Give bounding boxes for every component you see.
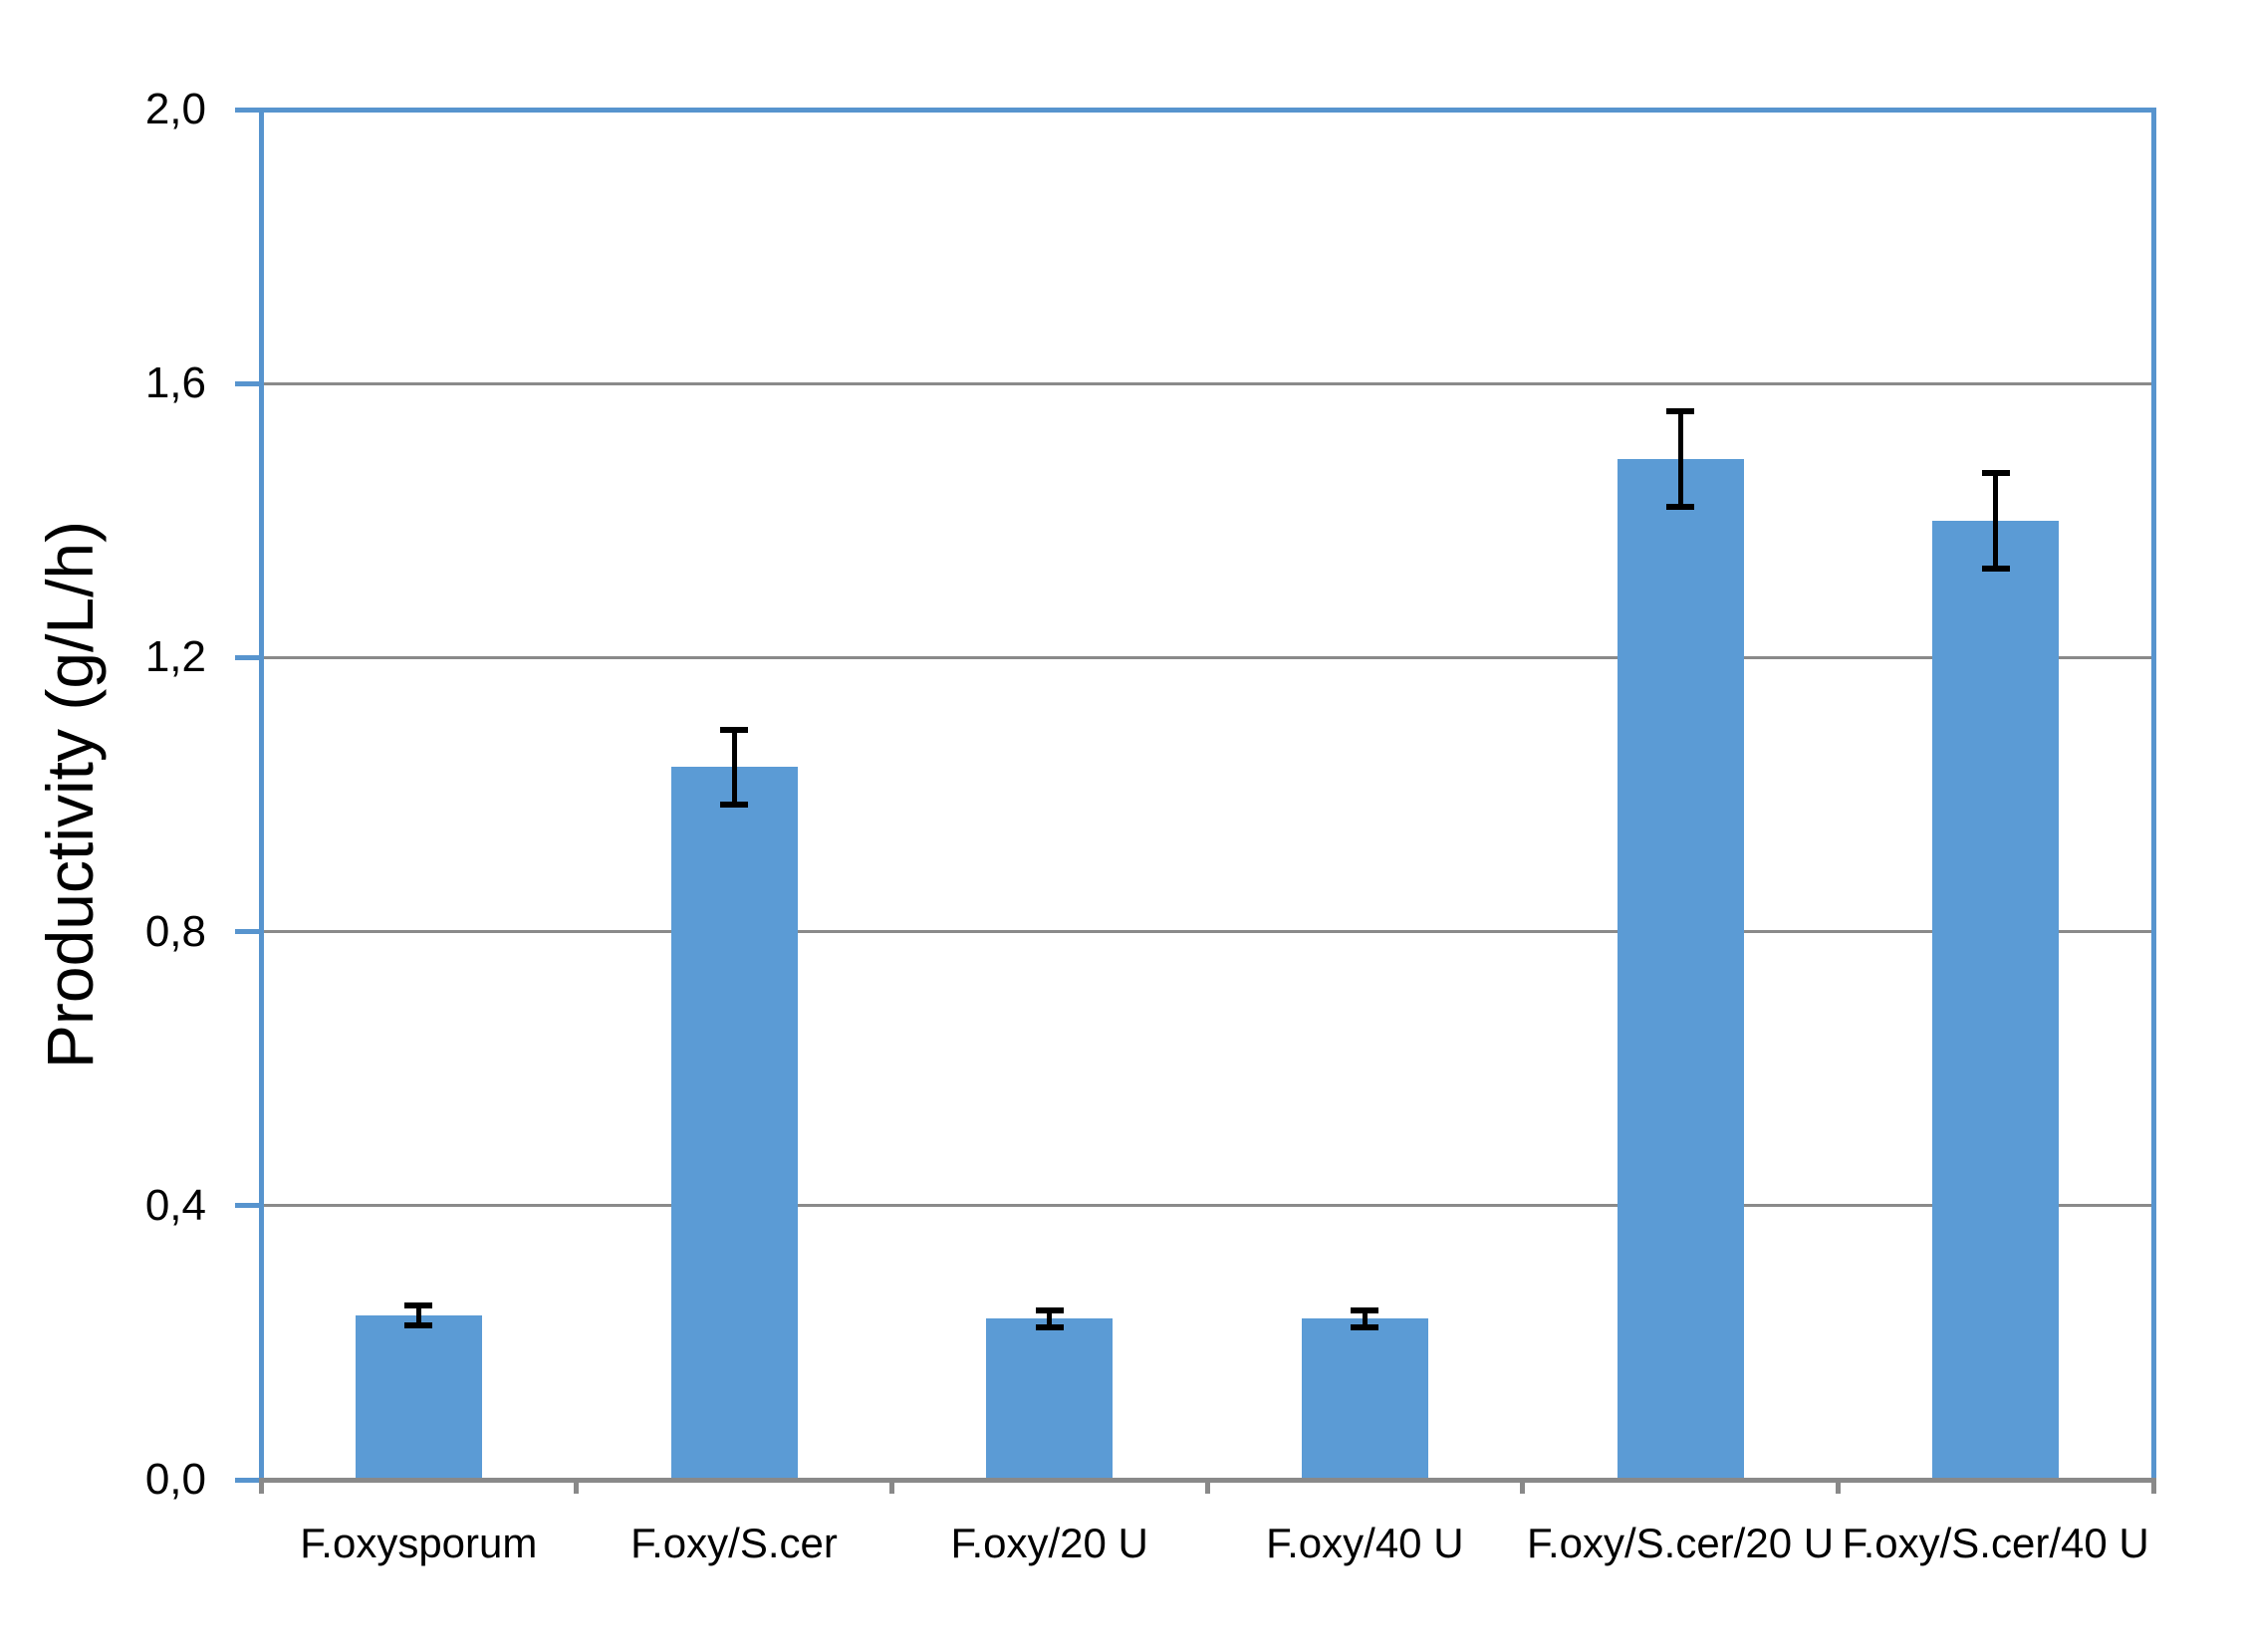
gridline xyxy=(261,655,2153,659)
gridline xyxy=(261,930,2153,934)
y-tick-mark xyxy=(234,1477,259,1483)
error-bar-cap-bottom xyxy=(720,802,748,809)
y-tick-mark xyxy=(234,929,259,935)
error-bar-cap-top xyxy=(1351,1307,1379,1314)
y-axis-title: Productivity (g/L/h) xyxy=(33,520,107,1069)
x-tick-mark xyxy=(258,1482,264,1494)
error-bar-line xyxy=(1047,1310,1053,1327)
x-tick-label: F.oxy/S.cer/20 U xyxy=(1526,1520,1835,1566)
bar xyxy=(670,767,798,1480)
y-tick-label: 1,2 xyxy=(144,632,206,682)
error-bar-cap-bottom xyxy=(1351,1323,1379,1330)
y-tick-label: 0,4 xyxy=(144,1180,206,1230)
error-bar-cap-top xyxy=(404,1301,433,1308)
error-bar-cap-bottom xyxy=(1035,1323,1064,1330)
error-bar-cap-bottom xyxy=(1981,565,2010,572)
x-tick-label: F.oxy/40 U xyxy=(1266,1520,1464,1566)
x-tick-mark xyxy=(1204,1482,1210,1494)
y-axis-line xyxy=(258,107,264,1483)
y-tick-label: 1,6 xyxy=(144,358,206,408)
error-bar-cap-top xyxy=(1035,1307,1064,1314)
error-bar-line xyxy=(415,1304,421,1326)
y-tick-label: 2,0 xyxy=(144,85,206,133)
error-bar-cap-bottom xyxy=(1666,504,1694,511)
x-tick-label: F.oxy/S.cer/40 U xyxy=(1842,1520,2149,1566)
error-bar-cap-bottom xyxy=(404,1322,433,1329)
gridline xyxy=(261,381,2153,385)
x-tick-mark xyxy=(2150,1482,2156,1494)
bar xyxy=(1932,520,2060,1480)
error-bar-cap-top xyxy=(1666,407,1694,414)
bar xyxy=(1617,458,1744,1480)
error-bar-cap-top xyxy=(1981,469,2010,476)
x-tick-mark xyxy=(1520,1482,1526,1494)
error-bar-line xyxy=(1362,1310,1368,1327)
plot-top-border xyxy=(258,107,2156,113)
plot-right-border xyxy=(2150,107,2156,1483)
bar xyxy=(986,1318,1114,1480)
error-bar-cap-top xyxy=(720,726,748,733)
bar xyxy=(355,1314,482,1480)
x-tick-mark xyxy=(1835,1482,1841,1494)
x-tick-label: F.oxysporum xyxy=(300,1520,538,1566)
error-bar-line xyxy=(1677,410,1683,508)
x-tick-mark xyxy=(574,1482,580,1494)
y-tick-label: 0,8 xyxy=(144,906,206,956)
gridline xyxy=(261,1204,2153,1208)
y-tick-mark xyxy=(234,1203,259,1209)
y-tick-label: 0,0 xyxy=(144,1455,206,1504)
y-tick-mark xyxy=(234,654,259,660)
error-bar-line xyxy=(731,729,737,806)
y-tick-mark xyxy=(234,107,259,113)
x-tick-label: F.oxy/S.cer xyxy=(630,1520,838,1566)
error-bar-line xyxy=(1993,472,1999,569)
x-tick-mark xyxy=(888,1482,894,1494)
bar xyxy=(1301,1318,1428,1480)
x-axis-line xyxy=(258,1477,2156,1483)
x-tick-label: F.oxy/20 U xyxy=(950,1520,1148,1566)
y-tick-mark xyxy=(234,380,259,386)
